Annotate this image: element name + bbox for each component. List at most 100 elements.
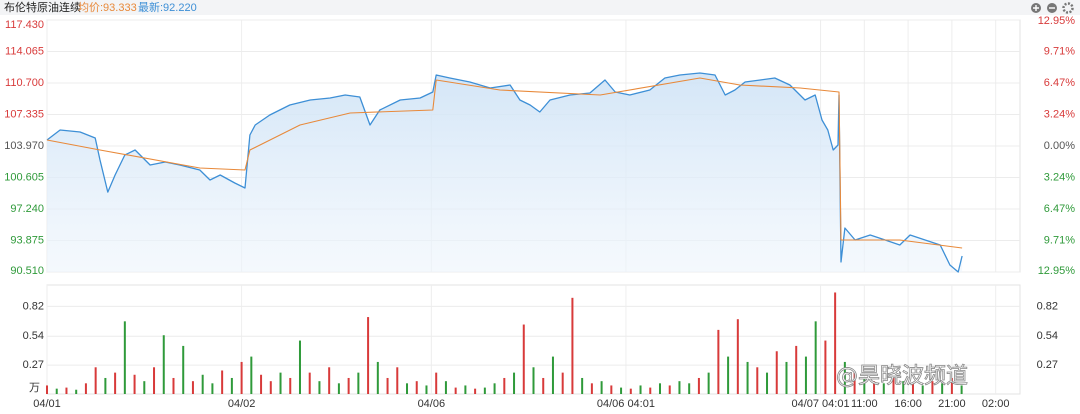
volume-bar: [493, 383, 496, 394]
volume-bar: [386, 377, 389, 394]
volume-bar: [444, 381, 447, 394]
y-tick-label: 100.605: [4, 171, 44, 183]
y-tick-label: 103.970: [4, 140, 44, 152]
volume-bar: [551, 356, 554, 394]
volume-bar: [629, 388, 632, 394]
volume-bar: [289, 377, 292, 394]
volume-tick-label-right: 0.27: [1037, 359, 1058, 371]
toolbar[interactable]: [1031, 2, 1074, 14]
volume-bar: [153, 367, 156, 394]
zoom-in-icon: [1033, 5, 1039, 11]
volume-bar: [688, 383, 691, 394]
x-tick-label: 04/01: [33, 398, 61, 410]
volume-bar: [561, 372, 564, 394]
volume-bar: [882, 383, 885, 394]
x-tick-label: 02:00: [982, 398, 1010, 410]
volume-bar: [853, 372, 856, 394]
volume-bar: [240, 361, 243, 394]
volume-bar: [697, 377, 700, 394]
volume-bar: [522, 324, 525, 394]
volume-bar: [600, 381, 603, 394]
volume-bar: [941, 383, 944, 394]
volume-bar: [931, 381, 934, 394]
volume-bar: [921, 385, 924, 394]
x-tick-label: 04/07 04:01: [791, 398, 849, 410]
volume-bar: [172, 377, 175, 394]
volume-bar: [425, 385, 428, 394]
volume-bar: [84, 383, 87, 394]
volume-bar: [649, 387, 652, 394]
volume-bar: [94, 367, 97, 394]
volume-bar: [279, 372, 282, 394]
header-bar: [0, 0, 1080, 15]
volume-bar: [250, 356, 253, 394]
volume-bar: [610, 385, 613, 394]
volume-bar: [191, 381, 194, 394]
volume-bar: [775, 351, 778, 394]
volume-bar: [766, 372, 769, 394]
volume-bar: [75, 389, 78, 394]
volume-bar: [532, 367, 535, 394]
volume-tick-label: 0.82: [23, 300, 44, 312]
volume-bar: [114, 372, 117, 394]
volume-bar: [678, 381, 681, 394]
volume-bar: [785, 361, 788, 394]
settings[interactable]: [1062, 2, 1074, 14]
volume-bar: [863, 377, 866, 394]
volume-bar: [133, 374, 136, 394]
y-tick-label: 107.335: [4, 108, 44, 120]
y-tick-label: 117.430: [5, 19, 44, 31]
volume-bar: [162, 335, 165, 394]
volume-bar: [756, 367, 759, 394]
y2-tick-label: 9.71%: [1044, 45, 1075, 57]
y-tick-label: 114.065: [5, 45, 44, 57]
volume-bar: [376, 361, 379, 394]
volume-bar: [396, 367, 399, 394]
volume-bar: [298, 340, 301, 394]
volume-bar: [950, 377, 953, 394]
average-line: [46, 77, 963, 249]
y2-tick-label: 0.00%: [1044, 140, 1075, 152]
volume-bar: [639, 385, 642, 394]
volume-bar: [230, 377, 233, 394]
volume-bar: [464, 385, 467, 394]
volume-tick-label: 0.54: [23, 330, 44, 342]
volume-bar: [795, 345, 798, 394]
volume-bar: [571, 297, 574, 394]
volume-tick-label-right: 0.82: [1037, 300, 1058, 312]
volume-bar: [542, 377, 545, 394]
volume-bar: [911, 383, 914, 394]
volume-unit: 万: [29, 382, 40, 394]
volume-bar: [182, 345, 185, 394]
volume-bar: [474, 388, 477, 394]
volume-bar: [960, 385, 963, 394]
volume-bar: [873, 381, 876, 394]
y2-tick-label: 12.95%: [1038, 265, 1076, 277]
volume-bar: [483, 387, 486, 394]
volume-bar: [707, 372, 710, 394]
y-tick-label: 110.700: [5, 77, 44, 89]
volume-bar: [902, 381, 905, 394]
volume-bar: [435, 372, 438, 394]
volume-tick-label: 0.27: [23, 359, 44, 371]
volume-bar: [503, 377, 506, 394]
y2-tick-label: 3.24%: [1044, 171, 1075, 183]
volume-bar: [337, 383, 340, 394]
volume-bar: [717, 329, 720, 394]
volume-bar: [581, 377, 584, 394]
volume-bar: [804, 356, 807, 394]
volume-bar: [308, 372, 311, 394]
y-tick-label: 97.240: [10, 203, 44, 215]
volume-bar: [406, 383, 409, 394]
volume-bar: [668, 385, 671, 394]
volume-bar: [892, 377, 895, 394]
volume-bar: [843, 361, 846, 394]
x-tick-label: 04/06: [418, 398, 446, 410]
volume-bar: [814, 321, 817, 394]
volume-bar: [55, 388, 58, 394]
x-tick-label: 21:00: [938, 398, 966, 410]
plot-area: 04/01 04/02 04/06 04/06 04:01 04/07 04:01 11:…: [4, 15, 1075, 410]
volume-bar: [834, 292, 837, 394]
volume-bar: [347, 377, 350, 394]
